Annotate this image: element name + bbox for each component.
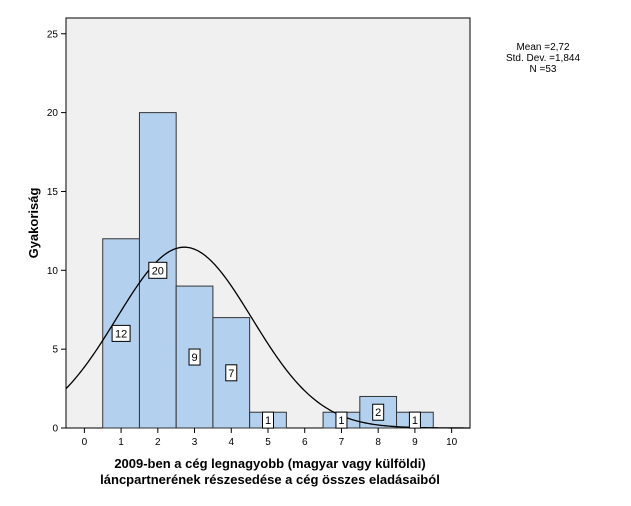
y-tick-label-25: 25 xyxy=(47,29,59,40)
bar-label-2: 20 xyxy=(152,265,164,277)
y-tick-label-0: 0 xyxy=(52,424,58,435)
bar-label-9: 1 xyxy=(412,415,418,427)
bar-label-4: 7 xyxy=(228,368,234,380)
bar-label-box-3 xyxy=(188,348,201,366)
bar-label-box-2 xyxy=(148,261,168,279)
y-tick-label-15: 15 xyxy=(47,187,59,198)
stats-box: Mean =2,72 Std. Dev. =1,844 N =53 xyxy=(506,42,580,75)
bar-label-box-4 xyxy=(225,364,238,382)
x-tick-label-5: 5 xyxy=(265,437,271,448)
bar-label-box-8 xyxy=(372,403,385,421)
stat-std-dev: Std. Dev. =1,844 xyxy=(506,53,580,64)
x-axis-title-line1: 2009-ben a cég legnagyobb (magyar vagy k… xyxy=(114,456,425,471)
x-tick-label-9: 9 xyxy=(412,437,418,448)
x-tick-label-2: 2 xyxy=(155,437,161,448)
bar-label-7: 1 xyxy=(338,415,344,427)
x-tick-label-8: 8 xyxy=(375,437,381,448)
stat-n: N =53 xyxy=(530,64,557,75)
x-tick-label-1: 1 xyxy=(118,437,124,448)
x-tick-label-0: 0 xyxy=(82,437,88,448)
bar-label-3: 9 xyxy=(191,352,197,364)
y-tick-label-5: 5 xyxy=(52,345,58,356)
y-axis: 0 5 10 15 20 25 xyxy=(47,29,66,435)
x-tick-label-10: 10 xyxy=(446,437,458,448)
x-tick-label-4: 4 xyxy=(228,437,234,448)
y-tick-label-10: 10 xyxy=(47,266,59,277)
x-tick-label-7: 7 xyxy=(339,437,345,448)
bar-label-5: 1 xyxy=(265,415,271,427)
y-axis-title: Gyakoriság xyxy=(26,188,41,259)
normal-curve xyxy=(65,246,471,429)
x-axis: 0 1 2 3 4 5 6 7 8 9 10 xyxy=(82,428,458,448)
bar-label-box-1 xyxy=(111,324,131,342)
bar-label-8: 2 xyxy=(375,407,381,419)
stat-mean: Mean =2,72 xyxy=(516,42,570,53)
y-tick-label-20: 20 xyxy=(47,108,59,119)
x-tick-label-3: 3 xyxy=(192,437,198,448)
bar-label-1: 12 xyxy=(115,328,127,340)
x-tick-label-6: 6 xyxy=(302,437,308,448)
x-axis-title-line2: láncpartnerének részesedése a cég összes… xyxy=(100,472,440,487)
